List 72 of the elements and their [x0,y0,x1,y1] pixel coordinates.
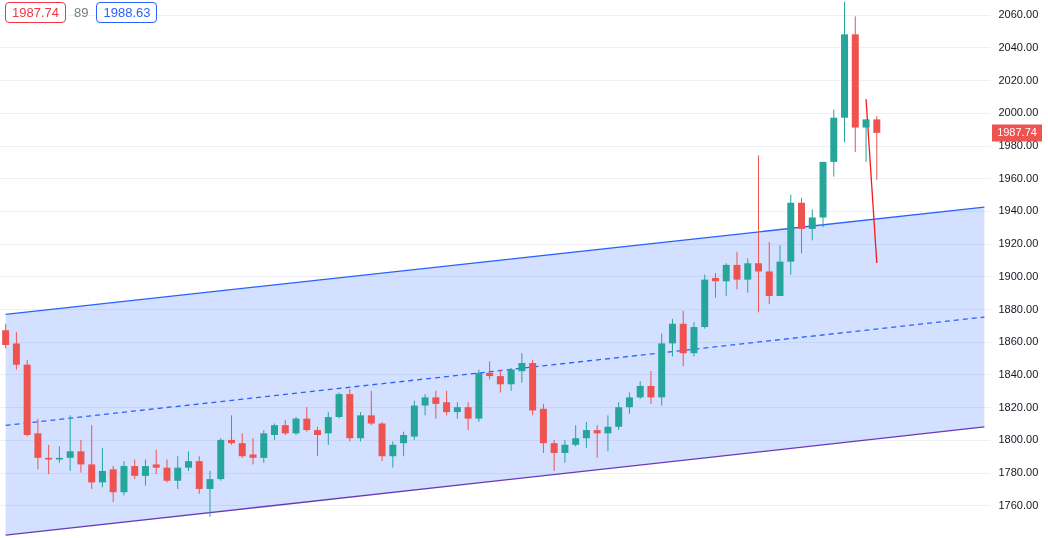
candlestick [711,272,719,299]
candlestick [55,445,63,464]
annotation: 1988.63 [96,2,158,23]
candlestick [163,459,171,483]
y-tick-label: 1780.00 [998,466,1039,479]
candlestick [335,391,343,420]
candlestick [98,447,106,488]
candlestick [808,208,816,241]
candlestick [141,459,149,487]
candlestick [572,424,580,447]
y-tick-label: 1920.00 [998,237,1039,250]
candlestick [206,470,214,518]
y-tick-label: 1800.00 [998,433,1039,446]
candlestick [184,450,192,472]
candlestick [604,414,612,452]
candlestick [389,441,397,469]
candlestick [45,444,53,475]
candlestick [77,439,85,474]
candlestick [550,439,558,472]
candlestick [357,411,365,443]
y-tick-label: 1840.00 [998,367,1039,380]
candlestick [582,421,590,449]
candlestick [421,393,429,416]
y-tick-label: 1980.00 [998,139,1039,152]
candlestick [314,426,322,457]
candlestick [249,437,257,465]
candlestick [2,323,10,349]
candlestick [873,115,881,181]
y-tick-label: 1900.00 [998,269,1039,282]
candlestick [496,369,504,393]
candlestick [561,439,569,464]
candlestick [303,406,311,433]
candlestick [668,318,676,357]
candlestick [238,432,246,459]
candlestick [443,390,451,416]
candlestick [109,465,117,503]
y-tick-label: 2060.00 [998,8,1039,21]
candlestick [733,251,741,290]
y-tick-label: 1860.00 [998,335,1039,348]
candlestick [744,257,752,294]
candlestick [88,424,96,490]
candlestick [367,390,375,426]
y-tick-label: 1820.00 [998,400,1039,413]
candlestick [722,262,730,297]
candlestick [647,370,655,405]
candlestick [174,455,182,490]
candlestick [324,411,332,446]
candlestick [593,424,601,459]
candlestick [228,414,235,446]
y-tick-label: 1940.00 [998,204,1039,217]
y-tick-label: 2020.00 [998,73,1039,86]
candlestick [518,352,526,384]
y-tick-label: 1960.00 [998,171,1039,184]
candlestick [152,449,160,475]
candlestick [507,367,515,392]
y-tick-label: 1760.00 [998,498,1039,511]
annotation: 89 [74,5,89,20]
candlestick [625,391,633,415]
text: 1987.74 [997,125,1037,138]
candlestick [400,431,408,457]
y-tick-label: 2000.00 [998,106,1039,119]
candlestick [862,118,870,163]
candlestick [615,401,623,431]
y-tick-label: 1880.00 [998,302,1039,315]
candlestick [755,154,762,313]
candlestick [432,390,440,420]
y-tick-label: 2040.00 [998,40,1039,53]
candlestick [464,401,472,431]
annotation: 1987.74 [5,2,66,23]
candlestick [131,459,139,480]
candlestick [66,414,74,472]
candlestick [12,331,20,371]
